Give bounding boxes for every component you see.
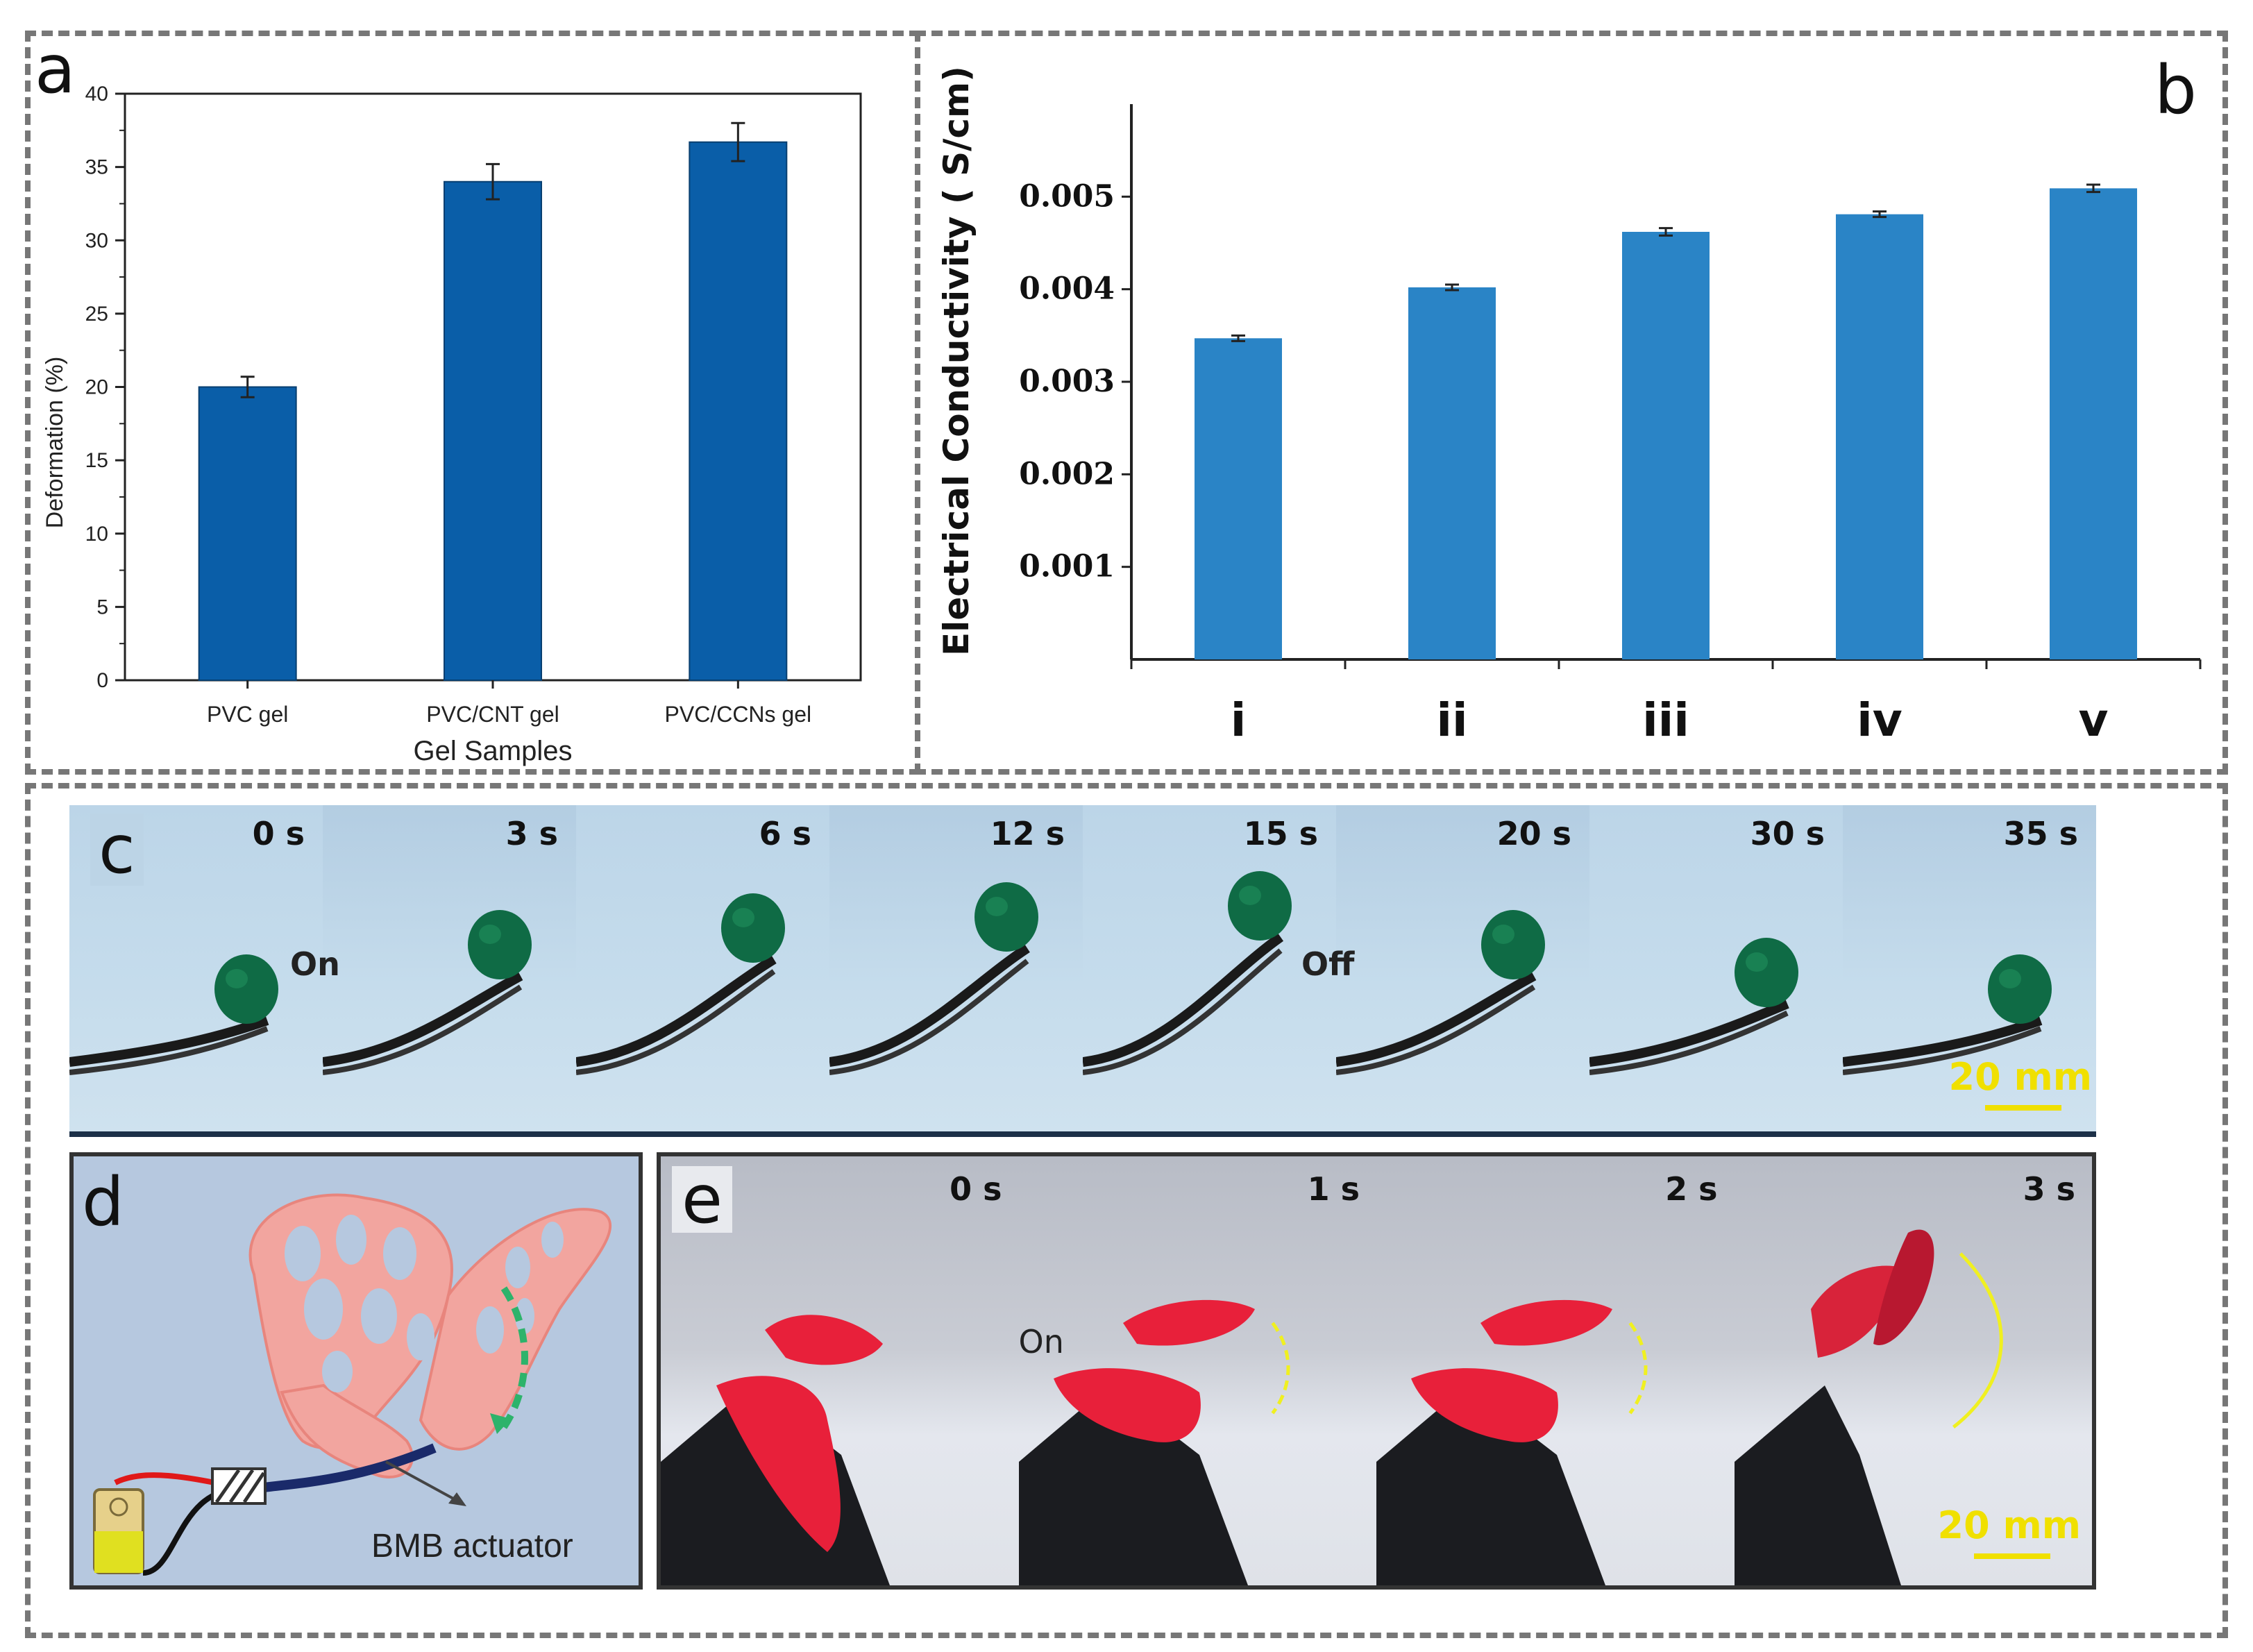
panel-c-photo-strip: 0 s 3 s 6 s 12 s 15 s 20 s 30 s 35 s On Off 20 mm <box>69 805 2096 1131</box>
panel-c-frame: 15 s <box>1083 805 1336 1131</box>
chart-b-ylabel: Electrical Conductivity ( S/cm) <box>936 66 977 656</box>
actuator-photo <box>576 893 785 1075</box>
scalebar <box>1974 1553 2050 1559</box>
scalebar-label: 20 mm <box>1948 1055 2092 1099</box>
panel-label-e: e <box>672 1166 733 1233</box>
chart-b-bar <box>2050 188 2137 659</box>
chart-b-ytick-label: 0.004 <box>1019 271 1115 307</box>
chart-a-bar <box>444 180 542 681</box>
chart-b-ytick-label: 0.005 <box>1019 178 1115 214</box>
scalebar <box>1985 1105 2061 1111</box>
butterfly-photo <box>1018 1299 1290 1585</box>
actuator-photo <box>1336 910 1545 1075</box>
chart-b-ytick-label: 0.002 <box>1019 456 1115 491</box>
panel-cde-frame <box>25 783 2228 1638</box>
chart-b-ytick-label: 0.003 <box>1019 364 1115 399</box>
panel-d-box <box>69 1152 643 1590</box>
scalebar-label: 20 mm <box>1937 1503 2081 1547</box>
actuator-photo <box>829 882 1038 1075</box>
panel-label-b: b <box>2154 51 2197 129</box>
panel-c-frame: 3 s <box>323 805 576 1131</box>
on-label: On <box>290 945 340 983</box>
panel-label-a: a <box>35 31 76 108</box>
chart-a-xtick-label: PVC gel <box>207 702 288 727</box>
chart-b-xtick-label: iv <box>1857 693 1902 747</box>
chart-b-xtick-label: v <box>2078 693 2108 747</box>
actuator-photo <box>1589 938 1798 1075</box>
panel-c-frame: 6 s <box>576 805 829 1131</box>
chart-b-bar <box>1836 214 1923 659</box>
time-label: 20 s <box>1496 815 1571 852</box>
time-label: 2 s <box>1665 1170 1718 1208</box>
time-label: 0 s <box>252 815 305 852</box>
panel-c-frame: 35 s <box>1843 805 2096 1131</box>
panel-c-frame: 20 s <box>1336 805 1589 1131</box>
chart-a-ylabel: Deformation (%) <box>42 357 68 529</box>
panel-label-d: d <box>82 1163 124 1241</box>
panel-c-frame: 30 s <box>1589 805 1843 1131</box>
chart-b-bar <box>1195 338 1282 659</box>
chart-a-ytick-label: 0 <box>96 669 108 692</box>
chart-a-ytick-label: 10 <box>85 523 108 546</box>
time-label: 12 s <box>990 815 1065 852</box>
chart-b-xtick-label: iii <box>1642 693 1689 747</box>
time-label: 15 s <box>1243 815 1318 852</box>
butterfly-photo <box>1734 1229 2003 1585</box>
butterfly-photo <box>661 1315 890 1585</box>
panel-c-baseline <box>69 1131 2096 1137</box>
panel-b-frame <box>915 31 2228 775</box>
chart-a: 0 5 10 15 20 25 30 35 40 PVC gel PVC/CNT gel PVC/CC… <box>42 83 862 766</box>
time-label: 3 s <box>2023 1170 2075 1208</box>
chart-b-bar <box>1622 232 1710 659</box>
chart-a-ytick-label: 35 <box>85 156 108 179</box>
butterfly-diagram <box>93 1193 611 1576</box>
panel-e-frame: 0 s <box>661 1156 1019 1585</box>
time-label: 30 s <box>1750 815 1825 852</box>
butterfly-photo <box>1376 1299 1648 1585</box>
panel-e-frame: 2 s <box>1376 1156 1735 1585</box>
time-label: 3 s <box>505 815 558 852</box>
chart-a-xtick-label: PVC/CNT gel <box>426 702 559 727</box>
chart-b-bar <box>1408 287 1496 659</box>
time-label: 0 s <box>950 1170 1002 1208</box>
chart-a-ytick-label: 15 <box>85 449 108 472</box>
chart-b-xtick-label: i <box>1231 693 1247 747</box>
chart-a-bar <box>198 386 297 681</box>
chart-a-ytick-label: 25 <box>85 303 108 326</box>
panel-e-frame: 1 s <box>1018 1156 1376 1585</box>
actuator-label: BMB actuator <box>371 1528 573 1565</box>
chart-a-xlabel: Gel Samples <box>414 736 573 766</box>
actuator-photo <box>323 910 532 1075</box>
chart-a-ytick-label: 40 <box>85 83 108 106</box>
chart-a-ytick-label: 30 <box>85 229 108 252</box>
chart-a-ytick-label: 5 <box>96 596 108 618</box>
chart-b-xtick-label: ii <box>1436 693 1467 747</box>
off-label: Off <box>1301 945 1355 983</box>
panel-c-frame: 12 s <box>829 805 1083 1131</box>
on-label: On <box>1018 1323 1064 1360</box>
chart-a-ytick-label: 20 <box>85 376 108 399</box>
actuator-photo <box>1083 871 1292 1075</box>
actuator-photo <box>69 954 278 1075</box>
time-label: 35 s <box>2003 815 2078 852</box>
panel-a-frame <box>25 31 920 775</box>
panel-label-c: c <box>90 814 144 886</box>
time-label: 6 s <box>759 815 811 852</box>
panel-e-photo-strip: 0 s 1 s 2 s 3 s On 20 mm <box>657 1152 2096 1590</box>
panel-e-frame: 3 s <box>1734 1156 2092 1585</box>
time-label: 1 s <box>1307 1170 1360 1208</box>
actuator-photo <box>1843 954 2052 1075</box>
chart-a-xtick-label: PVC/CCNs gel <box>665 702 812 727</box>
chart-a-bar <box>689 141 788 681</box>
chart-b-ytick-label: 0.001 <box>1019 549 1115 584</box>
